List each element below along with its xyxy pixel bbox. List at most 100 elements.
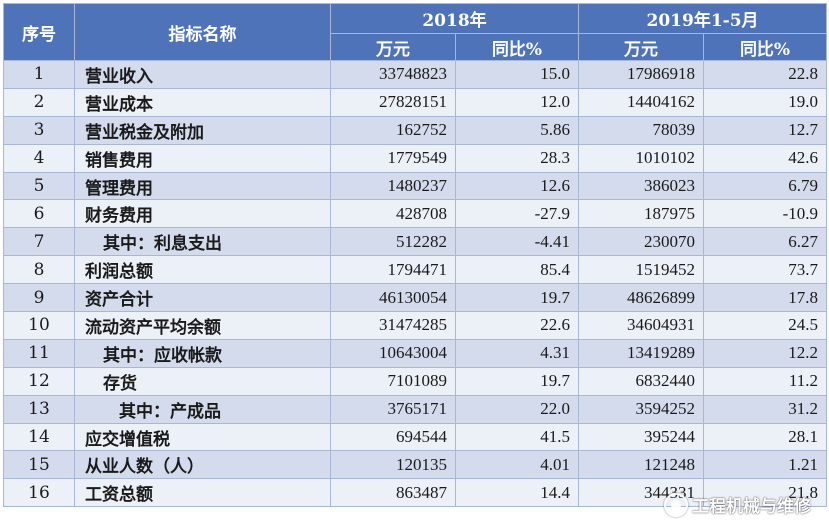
value-2019: 395244: [578, 422, 705, 452]
header-yoy-2018: 同比%: [454, 33, 580, 61]
yoy-2019: 12.7: [703, 115, 828, 145]
table-row: 9 资产合计 46130054 19.7 48626899 17.8: [3, 283, 828, 313]
value-2019: 13419289: [578, 338, 705, 368]
value-2018: 512282: [330, 227, 456, 257]
yoy-2018: 22.6: [454, 311, 580, 340]
table-row: 2 营业成本 27828151 12.0 14404162 19.0: [3, 87, 828, 117]
header-unit-2019: 万元: [578, 33, 705, 61]
watermark-text: 工程机械与维修: [692, 497, 811, 517]
yoy-2019: 6.79: [703, 171, 828, 201]
value-2018: 7101089: [330, 366, 456, 396]
indicator-name: 营业成本: [74, 87, 331, 117]
header-indicator-name: 指标名称: [74, 3, 331, 61]
value-2019: 187975: [578, 199, 705, 229]
value-2019: 1519452: [578, 255, 705, 285]
yoy-2019: 42.6: [703, 143, 828, 173]
table-row: 12 存货 7101089 19.7 6832440 11.2: [3, 366, 828, 396]
indicator-name: 营业收入: [74, 60, 331, 89]
table-row: 10 流动资产平均余额 31474285 22.6 34604931 24.5: [3, 311, 828, 340]
table-row: 13 其中：产成品 3765171 22.0 3594252 31.2: [3, 394, 828, 424]
watermark: 工程机械与维修: [664, 492, 811, 517]
value-2019: 230070: [578, 227, 705, 257]
yoy-2019: 22.8: [703, 60, 828, 89]
yoy-2018: 28.3: [454, 143, 580, 173]
table-row: 7 其中：利息支出 512282 -4.41 230070 6.27: [3, 227, 828, 257]
yoy-2019: 19.0: [703, 87, 828, 117]
value-2018: 33748823: [330, 60, 456, 89]
table-header: 序号 指标名称 2018年 2019年1-5月 万元 同比% 万元 同比%: [3, 3, 828, 61]
yoy-2019: 12.2: [703, 338, 828, 368]
row-index: 3: [3, 115, 75, 145]
yoy-2018: 19.7: [454, 283, 580, 313]
yoy-2019: 24.5: [703, 311, 828, 340]
value-2019: 3594252: [578, 394, 705, 424]
row-index: 1: [3, 60, 75, 89]
row-index: 10: [3, 311, 75, 340]
indicator-name: 其中：利息支出: [74, 227, 331, 257]
row-index: 16: [3, 478, 75, 508]
table-row: 1 营业收入 33748823 15.0 17986918 22.8: [3, 60, 828, 89]
indicator-name: 财务费用: [74, 199, 331, 229]
value-2019: 386023: [578, 171, 705, 201]
yoy-2018: 22.0: [454, 394, 580, 424]
row-index: 4: [3, 143, 75, 173]
yoy-2019: 31.2: [703, 394, 828, 424]
yoy-2018: 15.0: [454, 60, 580, 89]
indicator-name: 利润总额: [74, 255, 331, 285]
value-2018: 428708: [330, 199, 456, 229]
table-row: 11 其中：应收帐款 10643004 4.31 13419289 12.2: [3, 338, 828, 368]
yoy-2018: -27.9: [454, 199, 580, 229]
row-index: 14: [3, 422, 75, 452]
value-2019: 1010102: [578, 143, 705, 173]
yoy-2018: 41.5: [454, 422, 580, 452]
indicator-name: 从业人数（人）: [74, 450, 331, 480]
indicator-name: 资产合计: [74, 283, 331, 313]
yoy-2019: 1.21: [703, 450, 828, 480]
indicator-name: 其中：产成品: [74, 394, 331, 424]
table-row: 15 从业人数（人） 120135 4.01 121248 1.21: [3, 450, 828, 480]
value-2018: 3765171: [330, 394, 456, 424]
table-row: 5 管理费用 1480237 12.6 386023 6.79: [3, 171, 828, 201]
table-row: 6 财务费用 428708 -27.9 187975 -10.9: [3, 199, 828, 229]
header-period-2018: 2018年: [329, 3, 580, 34]
value-2018: 863487: [330, 478, 456, 508]
value-2019: 14404162: [578, 87, 705, 117]
table-row: 4 销售费用 1779549 28.3 1010102 42.6: [3, 143, 828, 173]
indicator-name: 工资总额: [74, 478, 331, 508]
row-index: 5: [3, 171, 75, 201]
value-2018: 27828151: [330, 87, 456, 117]
value-2019: 121248: [578, 450, 705, 480]
row-index: 13: [3, 394, 75, 424]
yoy-2018: -4.41: [454, 227, 580, 257]
header-unit-2018: 万元: [330, 33, 456, 61]
row-index: 2: [3, 87, 75, 117]
indicator-name: 销售费用: [74, 143, 331, 173]
row-index: 9: [3, 283, 75, 313]
yoy-2019: 6.27: [703, 227, 828, 257]
value-2018: 694544: [330, 422, 456, 452]
value-2019: 48626899: [578, 283, 705, 313]
yoy-2018: 5.86: [454, 115, 580, 145]
indicator-name: 存货: [74, 366, 331, 396]
indicator-name: 营业税金及附加: [74, 115, 331, 145]
value-2018: 120135: [330, 450, 456, 480]
row-index: 15: [3, 450, 75, 480]
yoy-2019: 21.8: [703, 478, 828, 508]
yoy-2018: 4.01: [454, 450, 580, 480]
table-row: 3 营业税金及附加 162752 5.86 78039 12.7: [3, 115, 828, 145]
value-2018: 1779549: [330, 143, 456, 173]
yoy-2019: -10.9: [703, 199, 828, 229]
yoy-2018: 85.4: [454, 255, 580, 285]
indicator-name: 管理费用: [74, 171, 331, 201]
yoy-2018: 14.4: [454, 478, 580, 508]
yoy-2018: 19.7: [454, 366, 580, 396]
yoy-2019: 73.7: [703, 255, 828, 285]
row-index: 12: [3, 366, 75, 396]
yoy-2018: 12.6: [454, 171, 580, 201]
yoy-2019: 11.2: [703, 366, 828, 396]
yoy-2018: 4.31: [454, 338, 580, 368]
header-period-2019: 2019年1-5月: [578, 3, 828, 34]
table-body: 1 营业收入 33748823 15.0 17986918 22.8 2 营业成本 278281…: [3, 60, 828, 508]
value-2018: 10643004: [330, 338, 456, 368]
